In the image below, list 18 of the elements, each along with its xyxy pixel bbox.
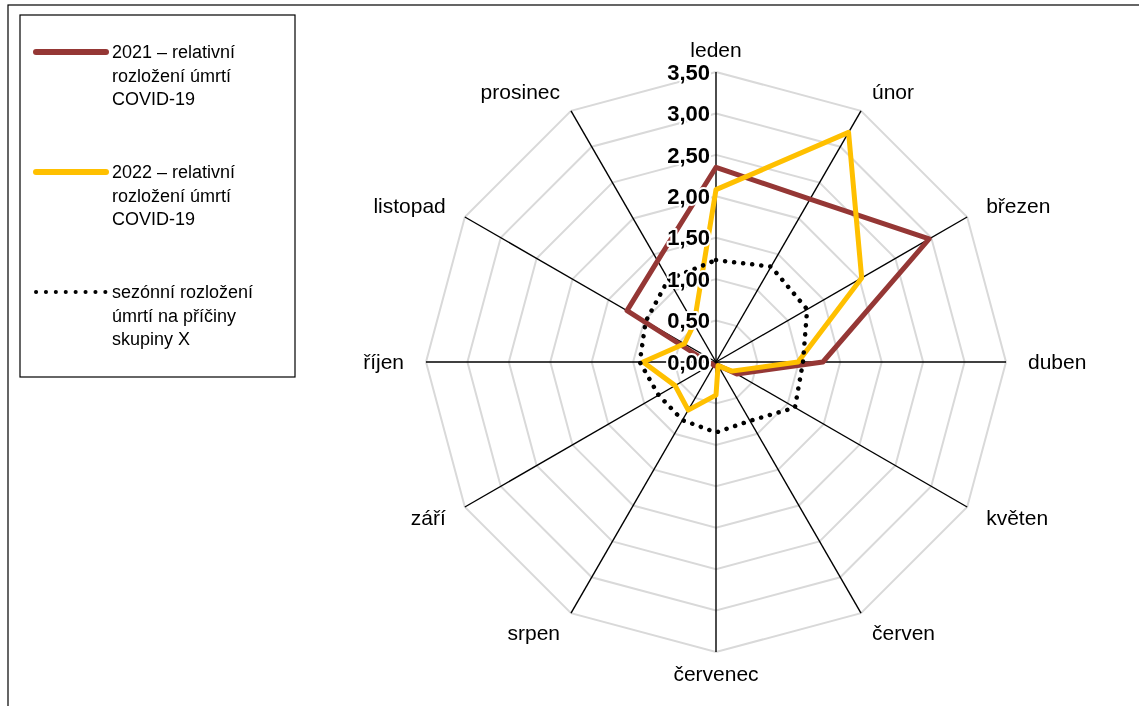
spoke-label: duben [1028,350,1087,374]
spoke-label: červen [872,620,936,644]
spoke-label: červenec [673,662,759,686]
spoke-label: leden [690,38,742,62]
spoke-label: únor [872,80,915,104]
legend-label: 2021 – relativní rozložení úmrtí COVID-19 [112,42,236,110]
spoke-label: srpen [507,620,560,644]
y-tick-label: 3,50 [667,59,710,85]
spoke-label: září [410,506,446,530]
legend-label: 2022 – relativní rozložení úmrtí COVID-19 [112,162,236,230]
spoke-label: říjen [363,350,404,374]
spoke-label: prosinec [480,80,560,104]
y-tick-label: 3,00 [667,101,710,127]
y-tick-label: 2,50 [667,142,710,168]
legend-label: sezónní rozložení úmrtí na příčiny skupiny X [112,282,254,350]
spoke-label: březen [986,194,1051,218]
spoke-label: květen [986,506,1049,530]
spoke-label: listopad [373,194,446,218]
